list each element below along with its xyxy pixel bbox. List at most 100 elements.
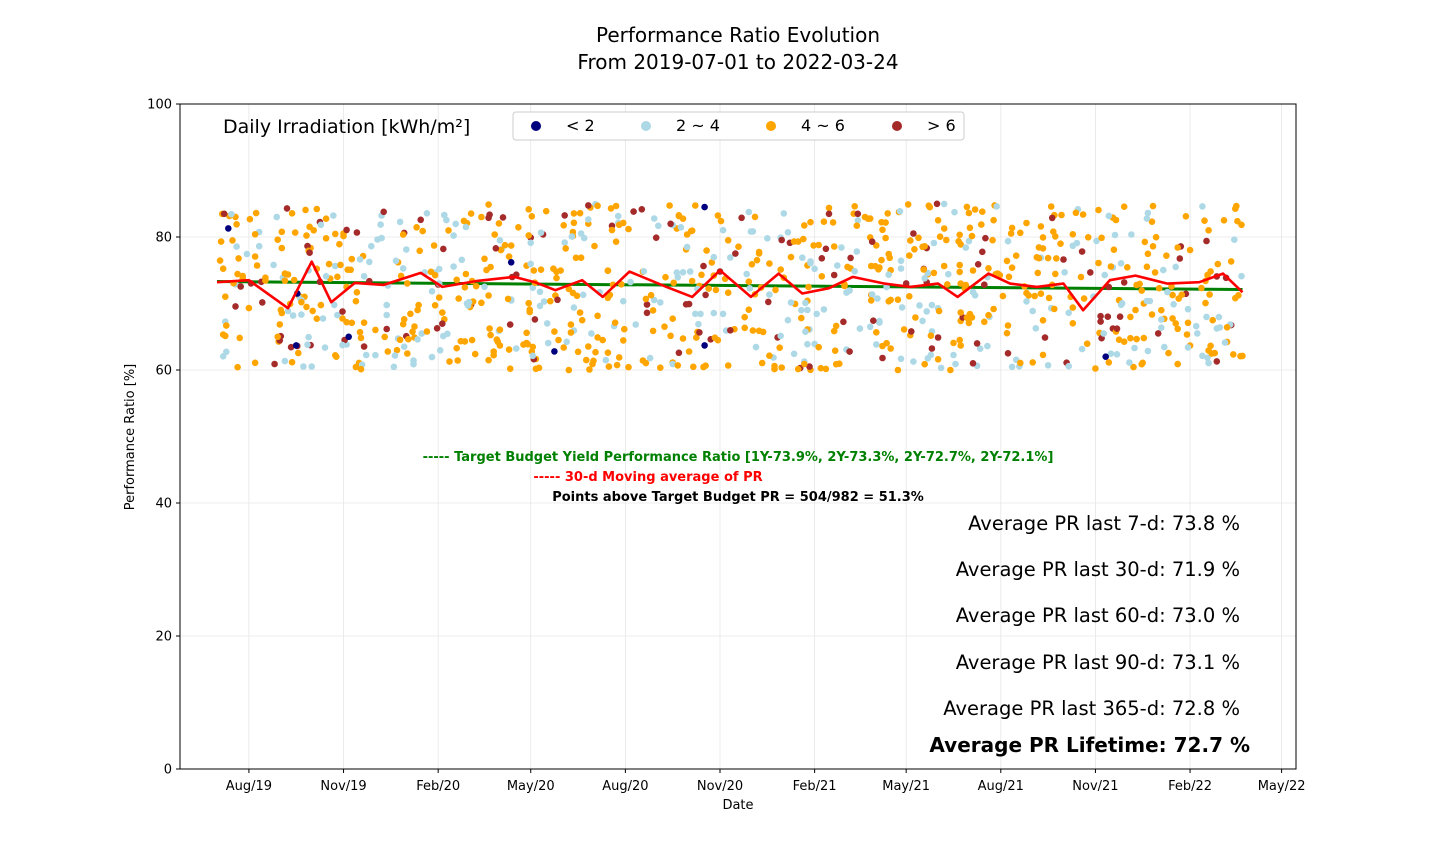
scatter-point [934, 217, 942, 224]
moving-average-annotation: ----- 30-d Moving average of PR [533, 470, 762, 485]
scatter-point [306, 249, 313, 256]
scatter-point [790, 350, 798, 358]
scatter-point [274, 333, 282, 341]
scatter-point [966, 224, 974, 232]
scatter-point [396, 336, 404, 344]
scatter-point [496, 237, 504, 244]
scatter-point [458, 256, 466, 264]
scatter-point [506, 321, 514, 328]
scatter-point [374, 236, 381, 243]
scatter-point [712, 286, 720, 294]
scatter-point [945, 270, 952, 278]
scatter-point [418, 330, 426, 337]
scatter-point [1141, 238, 1149, 246]
scatter-point [882, 219, 889, 226]
chart-subtitle: From 2019-07-01 to 2022-03-24 [577, 50, 898, 74]
x-axis-ticks: Aug/19 Nov/19 Feb/20 May/20 Aug/20 Nov/20 Feb/… [226, 769, 1306, 794]
scatter-point [825, 210, 833, 218]
scatter-point [1174, 325, 1181, 333]
x-tick-label: Feb/21 [793, 779, 837, 794]
scatter-point [527, 260, 534, 268]
scatter-point [505, 253, 513, 260]
scatter-point [692, 310, 699, 318]
scatter-point [298, 298, 305, 306]
scatter-point [223, 322, 230, 329]
scatter-point [1113, 351, 1121, 358]
scatter-point [923, 308, 930, 315]
scatter-point [802, 328, 809, 336]
scatter-point [585, 202, 592, 209]
scatter-point [1037, 223, 1045, 230]
scatter-point [1216, 324, 1224, 331]
scatter-point [1101, 271, 1108, 279]
scatter-point [1203, 313, 1210, 321]
scatter-point [602, 356, 610, 364]
scatter-point [807, 259, 814, 267]
scatter-point [444, 330, 451, 338]
scatter-point [1104, 313, 1112, 321]
scatter-point [936, 233, 944, 240]
scatter-point [565, 366, 573, 374]
scatter-point [1003, 257, 1011, 265]
scatter-point [874, 295, 881, 302]
scatter-point [513, 345, 520, 352]
scatter-point [829, 219, 837, 226]
scatter-point [682, 301, 690, 308]
scatter-point [1158, 306, 1165, 314]
scatter-point [330, 212, 337, 219]
scatter-point [310, 227, 318, 234]
scatter-point [695, 320, 702, 328]
scatter-point [490, 351, 498, 359]
scatter-point-low-irradiation [507, 259, 515, 266]
y-tick-label: 0 [164, 763, 172, 778]
scatter-point [805, 283, 812, 291]
scatter-point [567, 321, 575, 328]
scatter-point [302, 206, 309, 214]
scatter-point [679, 269, 687, 276]
scatter-point [957, 280, 964, 287]
scatter-point [732, 250, 739, 257]
scatter-point [675, 349, 683, 357]
scatter-point [925, 202, 933, 209]
scatter-point [851, 203, 858, 210]
scatter-point [276, 321, 284, 328]
scatter-point [535, 364, 543, 372]
y-tick-label: 80 [155, 231, 172, 246]
scatter-point [495, 220, 503, 227]
scatter-point [1232, 294, 1239, 302]
scatter-point [1073, 239, 1081, 247]
scatter-point [298, 311, 305, 318]
scatter-point [675, 212, 683, 220]
scatter-point [339, 341, 346, 349]
scatter-point [337, 261, 344, 269]
scatter-point [748, 261, 756, 268]
scatter-point [1138, 287, 1145, 294]
scatter-point [561, 239, 568, 246]
scatter-point [411, 323, 418, 330]
scatter-point [985, 311, 992, 319]
scatter-point [391, 352, 399, 359]
scatter-point [592, 348, 599, 356]
scatter-point [348, 255, 356, 263]
scatter-point [239, 272, 246, 280]
scatter-point [776, 344, 783, 352]
scatter-point [907, 237, 914, 244]
scatter-point [1155, 284, 1163, 292]
scatter-point [697, 310, 704, 318]
scatter-point [515, 224, 522, 231]
scatter-point [919, 317, 926, 325]
scatter-point [727, 327, 734, 334]
scatter-point [743, 270, 750, 278]
scatter-point [787, 253, 795, 261]
scatter-point [287, 343, 295, 351]
scatter-point [506, 365, 514, 373]
scatter-point [270, 261, 277, 269]
scatter-point [1041, 334, 1049, 341]
scatter-point [894, 296, 902, 304]
scatter-point [229, 237, 236, 244]
scatter-point [741, 313, 748, 321]
scatter-point [632, 321, 639, 328]
scatter-point [974, 261, 982, 268]
scatter-point [882, 234, 889, 242]
scatter-point [873, 341, 880, 348]
